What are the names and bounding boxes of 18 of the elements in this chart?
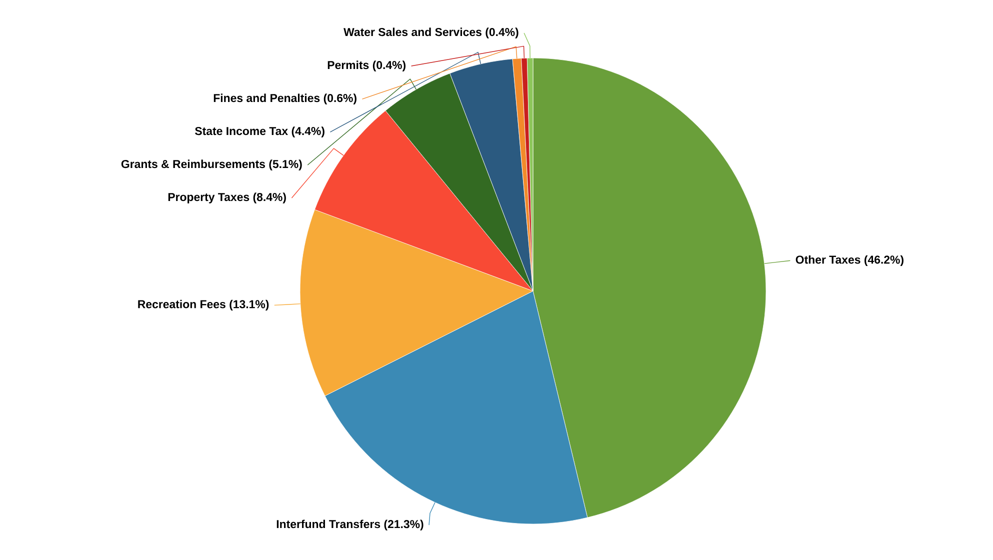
data-label: (13.1%)	[230, 300, 269, 311]
slice-label: Water Sales and Services	[344, 28, 482, 36]
data-label: (46.2%)	[864, 255, 904, 266]
data-label: (5.1%)	[269, 160, 302, 170]
slice-label: Permits	[328, 60, 369, 70]
data-label: (21.3%)	[384, 520, 424, 530]
slice-label: Other Taxes	[796, 255, 860, 264]
data-label: (8.4%)	[253, 192, 286, 204]
slice-label: State Income Tax	[195, 126, 288, 136]
data-label: (0.4%)	[486, 28, 518, 38]
data-label: (0.4%)	[372, 60, 406, 72]
data-label: (4.4%)	[292, 126, 324, 138]
slice-label: Recreation Fees	[138, 300, 226, 308]
slice-label: Interfund Transfers	[276, 520, 380, 528]
data-label: (0.6%)	[324, 94, 356, 104]
slice-label: Property Taxes	[168, 193, 250, 204]
slice-label: Grants & Reimbursements	[121, 160, 265, 168]
slice-label: Fines and Penalties	[214, 94, 320, 102]
